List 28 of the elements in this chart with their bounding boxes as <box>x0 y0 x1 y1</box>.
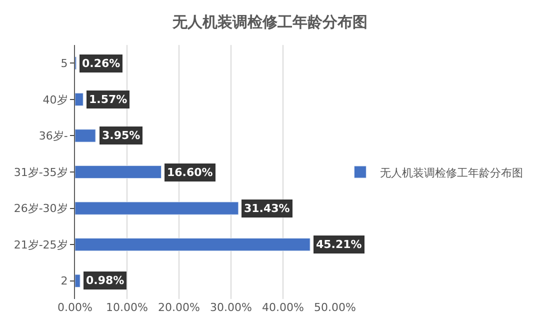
x-tick-label: 20.00% <box>158 301 200 314</box>
x-tick-label: 10.00% <box>106 301 148 314</box>
y-tick-label: 40岁 <box>42 93 68 106</box>
legend-label: 无人机装调检修工年龄分布图 <box>380 166 524 180</box>
text: 1.57% <box>89 93 128 106</box>
x-tick-label: 0.00% <box>58 301 92 314</box>
x-tick-label: 40.00% <box>262 301 304 314</box>
bar <box>75 129 96 142</box>
bar <box>75 274 80 288</box>
text: 31.43% <box>244 202 290 215</box>
y-tick-label: 5 <box>60 56 68 70</box>
text: 16.60% <box>167 166 213 179</box>
y-tick-label: 21岁-25岁 <box>14 238 68 252</box>
y-tick-label: 26岁-30岁 <box>14 202 68 216</box>
bar <box>75 165 162 179</box>
y-tick-label: 36岁- <box>38 130 68 143</box>
text: 0.26% <box>82 57 120 70</box>
bar <box>75 202 239 215</box>
y-tick-label: 31岁-35岁 <box>14 166 68 179</box>
bar <box>75 92 84 106</box>
bar <box>75 238 310 252</box>
text: 45.21% <box>316 238 362 251</box>
x-tick-label: 50.00% <box>314 301 356 314</box>
text: 0.98% <box>86 274 124 287</box>
text: 3.95% <box>102 129 140 142</box>
x-tick-label: 30.00% <box>210 301 252 314</box>
y-tick-label: 2 <box>60 274 68 288</box>
chart-title: 无人机装调检修工年龄分布图 <box>172 13 368 32</box>
